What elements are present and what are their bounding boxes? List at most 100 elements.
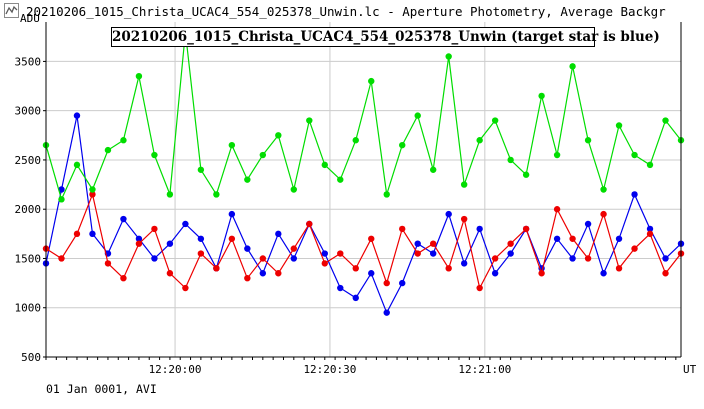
data-point <box>600 186 607 193</box>
data-point <box>476 137 483 144</box>
data-point <box>228 141 236 149</box>
data-point <box>631 191 638 198</box>
data-point <box>414 112 421 119</box>
data-point <box>151 225 158 233</box>
data-point <box>399 225 406 233</box>
y-axis-label: ADU <box>20 12 40 25</box>
x-tick-label: 12:20:30 <box>303 363 356 376</box>
data-point <box>507 156 514 164</box>
data-point <box>73 112 81 119</box>
data-point <box>460 215 468 223</box>
data-point <box>166 240 174 247</box>
data-point <box>646 225 654 233</box>
x-tick-label: 12:20:00 <box>149 363 202 376</box>
data-point <box>646 230 654 238</box>
data-point <box>337 250 344 257</box>
data-point <box>584 255 592 262</box>
y-tick-label: 3500 <box>15 55 42 68</box>
data-point <box>89 230 96 238</box>
window-titlebar: 20210206_1015_Christa_UCAC4_554_025378_U… <box>0 0 704 22</box>
data-point <box>135 235 143 242</box>
data-point <box>445 53 452 60</box>
data-point <box>429 240 437 247</box>
chart-title: 20210206_1015_Christa_UCAC4_554_025378_U… <box>111 27 660 47</box>
data-point <box>368 270 375 277</box>
data-point <box>89 186 96 193</box>
data-point <box>476 225 483 233</box>
data-point <box>213 191 220 198</box>
data-point <box>197 166 205 173</box>
y-tick-label: 3000 <box>15 105 42 118</box>
status-text: 01 Jan 0001, AVI <box>46 382 157 396</box>
data-point <box>151 255 158 262</box>
data-point <box>429 166 437 173</box>
data-point <box>491 117 499 124</box>
data-point <box>73 161 81 169</box>
data-point <box>290 255 298 262</box>
data-point <box>538 92 545 100</box>
data-point <box>58 196 65 203</box>
data-point <box>569 63 576 70</box>
data-point <box>352 294 359 302</box>
series-line-1 <box>45 192 682 290</box>
data-point <box>507 250 514 257</box>
data-point <box>151 151 158 159</box>
data-point <box>460 181 468 188</box>
data-point <box>383 309 390 316</box>
data-point <box>166 270 174 277</box>
data-point <box>58 186 65 193</box>
data-point <box>538 270 545 277</box>
y-tick-label: 1000 <box>15 302 42 315</box>
data-point <box>445 265 452 272</box>
data-point <box>553 235 561 242</box>
data-point <box>429 250 437 257</box>
data-point <box>491 255 499 262</box>
data-point <box>584 137 592 144</box>
data-point <box>553 206 561 213</box>
data-point <box>120 215 127 223</box>
data-point <box>399 279 406 287</box>
window-title: 20210206_1015_Christa_UCAC4_554_025378_U… <box>26 4 666 19</box>
plot-area <box>46 22 681 357</box>
data-point <box>259 255 267 262</box>
series-line-0 <box>45 115 682 315</box>
data-point <box>275 230 282 238</box>
data-point <box>58 255 65 262</box>
data-point <box>275 270 282 277</box>
y-tick-label: 500 <box>21 351 41 364</box>
data-point <box>306 117 313 124</box>
data-point <box>244 176 251 183</box>
data-point <box>569 235 576 242</box>
data-point <box>352 137 359 144</box>
data-point <box>460 260 468 267</box>
data-point <box>383 279 390 287</box>
data-point <box>306 220 313 228</box>
data-point <box>290 186 298 193</box>
data-point <box>104 260 112 267</box>
data-point <box>631 245 638 252</box>
data-point <box>275 132 282 139</box>
data-point <box>182 220 189 228</box>
data-point <box>259 270 267 277</box>
data-point <box>321 260 328 267</box>
data-point <box>321 161 328 169</box>
data-point <box>584 220 592 228</box>
data-point <box>662 270 669 277</box>
data-point <box>476 284 483 292</box>
data-point <box>135 240 143 247</box>
x-axis-label: UT <box>683 363 697 376</box>
data-point <box>399 141 406 149</box>
data-point <box>414 250 421 257</box>
y-tick-label: 2000 <box>15 203 42 216</box>
data-point <box>120 137 127 144</box>
data-point <box>104 146 112 154</box>
x-tick-label: 12:21:00 <box>458 363 511 376</box>
data-point <box>228 210 236 218</box>
data-point <box>213 265 220 272</box>
data-point <box>182 284 189 292</box>
data-point <box>662 255 669 262</box>
y-tick-label: 2500 <box>15 154 42 167</box>
light-curve-icon <box>4 3 19 18</box>
data-point <box>368 77 375 85</box>
